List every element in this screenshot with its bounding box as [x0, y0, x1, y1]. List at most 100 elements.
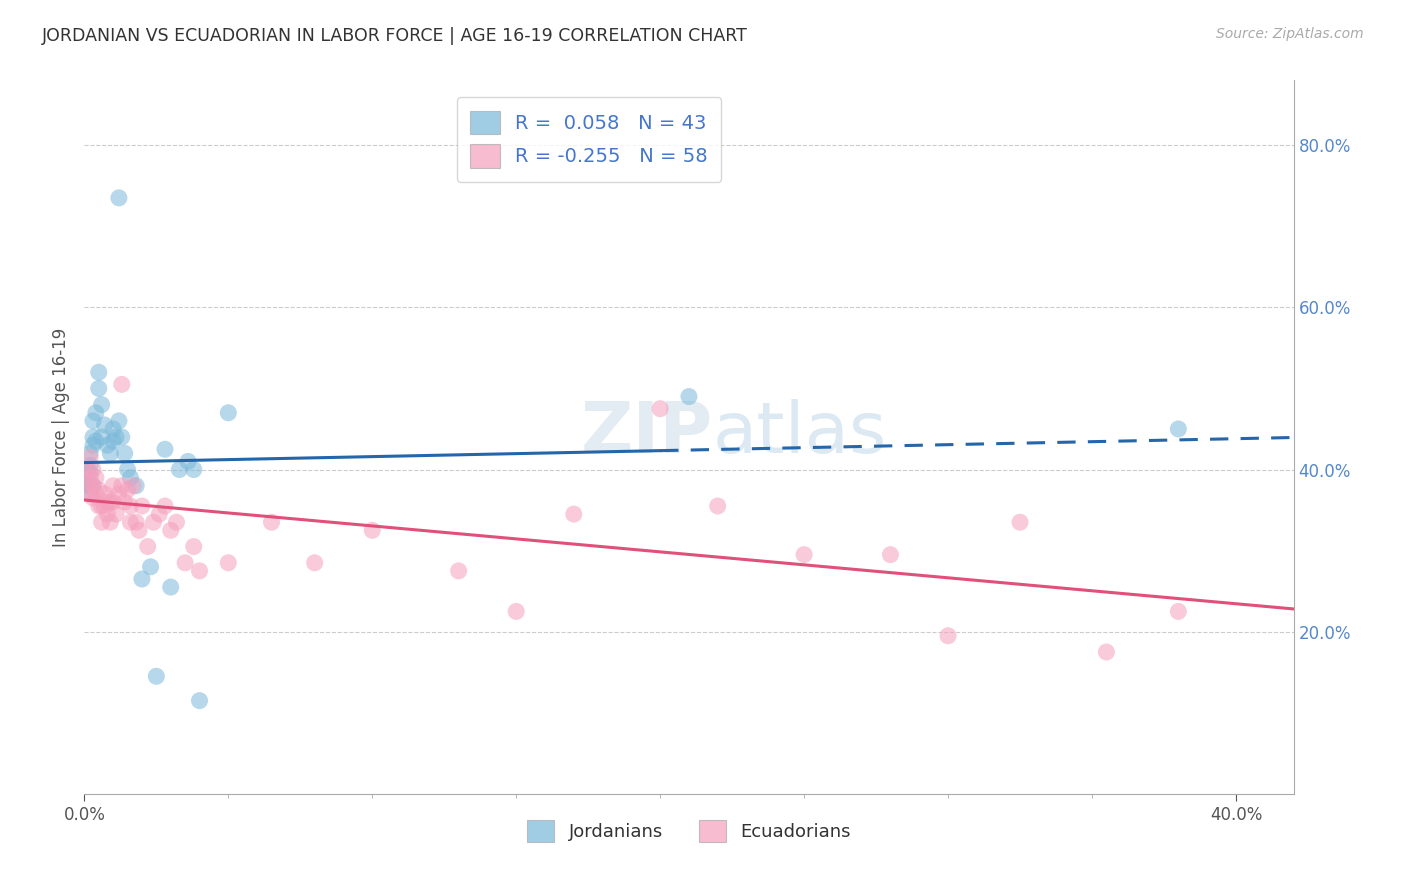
Point	[706, 499, 728, 513]
Point	[145, 669, 167, 683]
Point	[188, 564, 211, 578]
Point	[79, 458, 101, 473]
Point	[111, 479, 134, 493]
Point	[117, 483, 139, 497]
Point	[650, 401, 672, 416]
Point	[82, 479, 104, 493]
Point	[98, 495, 121, 509]
Point	[101, 434, 124, 449]
Point	[76, 475, 98, 489]
Point	[76, 462, 98, 476]
Point	[153, 442, 176, 457]
Point	[217, 556, 239, 570]
Point	[90, 515, 112, 529]
Point	[96, 507, 118, 521]
Point	[79, 487, 101, 501]
Point	[166, 515, 188, 529]
Point	[87, 381, 110, 395]
Text: atlas: atlas	[713, 399, 887, 468]
Point	[117, 462, 139, 476]
Point	[108, 191, 131, 205]
Point	[82, 491, 104, 505]
Text: Source: ZipAtlas.com: Source: ZipAtlas.com	[1216, 27, 1364, 41]
Text: ZIP: ZIP	[581, 399, 713, 468]
Point	[96, 438, 118, 452]
Point	[217, 406, 239, 420]
Point	[79, 479, 101, 493]
Point	[131, 572, 153, 586]
Point	[111, 377, 134, 392]
Point	[122, 479, 145, 493]
Point	[79, 467, 101, 481]
Point	[120, 515, 142, 529]
Point	[105, 507, 128, 521]
Point	[159, 524, 181, 538]
Point	[96, 495, 118, 509]
Point	[304, 556, 326, 570]
Point	[114, 495, 136, 509]
Point	[87, 483, 110, 497]
Point	[93, 487, 115, 501]
Point	[111, 430, 134, 444]
Point	[90, 398, 112, 412]
Point	[936, 629, 959, 643]
Point	[183, 540, 205, 554]
Point	[678, 390, 700, 404]
Point	[82, 430, 104, 444]
Point	[183, 462, 205, 476]
Point	[120, 470, 142, 484]
Point	[139, 559, 162, 574]
Point	[114, 446, 136, 460]
Point	[82, 462, 104, 476]
Point	[260, 515, 283, 529]
Point	[148, 507, 170, 521]
Text: JORDANIAN VS ECUADORIAN IN LABOR FORCE | AGE 16-19 CORRELATION CHART: JORDANIAN VS ECUADORIAN IN LABOR FORCE |…	[42, 27, 748, 45]
Point	[879, 548, 901, 562]
Point	[79, 446, 101, 460]
Point	[1167, 422, 1189, 436]
Point	[142, 515, 165, 529]
Point	[87, 365, 110, 379]
Point	[79, 450, 101, 465]
Y-axis label: In Labor Force | Age 16-19: In Labor Force | Age 16-19	[52, 327, 70, 547]
Point	[562, 507, 585, 521]
Point	[159, 580, 181, 594]
Point	[188, 693, 211, 707]
Point	[447, 564, 470, 578]
Point	[84, 470, 107, 484]
Point	[76, 479, 98, 493]
Point	[101, 422, 124, 436]
Point	[98, 515, 121, 529]
Point	[101, 495, 124, 509]
Point	[79, 487, 101, 501]
Point	[87, 499, 110, 513]
Point	[169, 462, 191, 476]
Point	[174, 556, 197, 570]
Point	[131, 499, 153, 513]
Point	[108, 414, 131, 428]
Point	[177, 454, 200, 468]
Point	[98, 446, 121, 460]
Point	[82, 479, 104, 493]
Point	[84, 434, 107, 449]
Point	[136, 540, 159, 554]
Point	[105, 430, 128, 444]
Point	[1008, 515, 1031, 529]
Legend: Jordanians, Ecuadorians: Jordanians, Ecuadorians	[520, 813, 858, 849]
Point	[84, 406, 107, 420]
Point	[1167, 604, 1189, 618]
Point	[82, 438, 104, 452]
Point	[361, 524, 384, 538]
Point	[793, 548, 815, 562]
Point	[128, 524, 150, 538]
Point	[120, 499, 142, 513]
Point	[505, 604, 527, 618]
Point	[84, 487, 107, 501]
Point	[101, 479, 124, 493]
Point	[1095, 645, 1118, 659]
Point	[93, 417, 115, 432]
Point	[93, 499, 115, 513]
Point	[90, 499, 112, 513]
Point	[76, 462, 98, 476]
Point	[125, 515, 148, 529]
